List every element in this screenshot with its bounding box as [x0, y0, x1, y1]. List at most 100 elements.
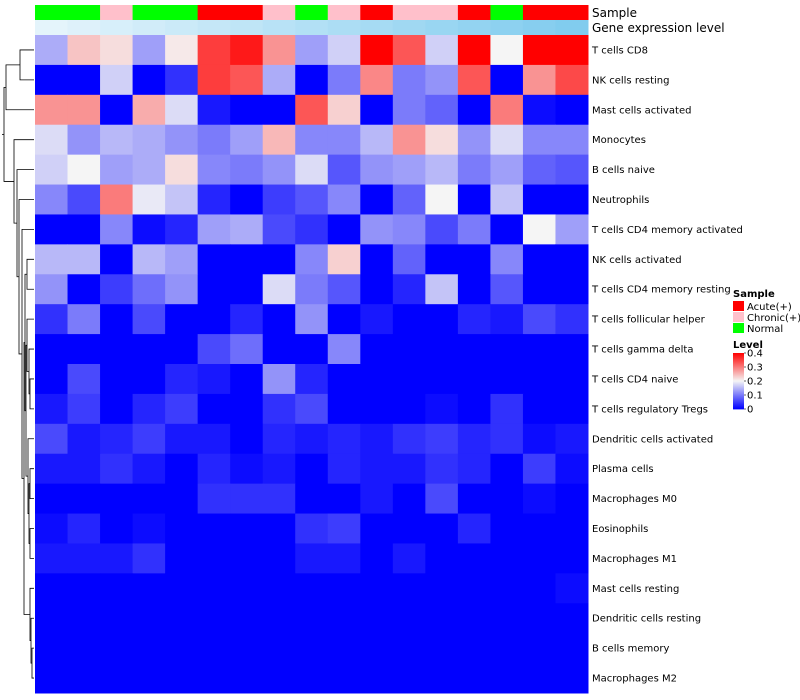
heatmap-cell — [327, 423, 361, 455]
level-colorbar-segment — [733, 362, 744, 364]
heatmap-cell — [165, 543, 199, 574]
heatmap-cell — [522, 573, 556, 604]
heatmap-cell — [262, 334, 296, 365]
heatmap-cell — [230, 214, 264, 245]
heatmap-cell — [360, 124, 394, 156]
heatmap-cell — [490, 244, 524, 275]
level-tick-label: 0 — [747, 405, 753, 416]
heatmap-cell — [132, 184, 166, 215]
sample-anno-cell — [197, 5, 231, 20]
gene-expression-anno-cell — [165, 20, 199, 35]
heatmap-cell — [392, 244, 426, 275]
heatmap-cell — [132, 633, 166, 664]
heatmap-cell — [392, 214, 426, 245]
sample-legend-swatch — [733, 301, 744, 311]
heatmap-cell — [522, 334, 556, 365]
heatmap-cell — [132, 453, 166, 485]
row-label: T cells regulatory Tregs — [591, 404, 708, 415]
heatmap-cell — [262, 543, 296, 574]
sample-anno-cell — [327, 5, 361, 20]
level-colorbar-segment — [733, 396, 744, 398]
heatmap-cell — [360, 274, 394, 305]
heatmap-cell — [295, 453, 329, 485]
level-colorbar-segment — [733, 361, 744, 363]
row-label: Eosinophils — [592, 524, 648, 535]
heatmap-cell — [392, 274, 426, 305]
level-tick-label: 0.1 — [747, 391, 763, 402]
heatmap-cell — [360, 35, 394, 66]
heatmap-cell — [262, 184, 296, 215]
heatmap-cell — [555, 603, 589, 634]
heatmap-cell — [197, 453, 231, 485]
heatmap-cell — [35, 423, 69, 455]
heatmap-cell — [295, 154, 329, 186]
sample-anno-cell — [67, 5, 101, 20]
level-colorbar-segment — [733, 390, 744, 392]
heatmap-cell — [262, 214, 296, 245]
level-colorbar-segment — [733, 359, 744, 361]
level-colorbar-segment — [733, 356, 744, 358]
level-tick-label: 0.4 — [747, 349, 763, 360]
level-colorbar-segment — [733, 398, 744, 400]
heatmap-cell — [197, 603, 231, 634]
heatmap-cell — [165, 64, 199, 96]
level-colorbar-segment — [733, 353, 744, 355]
heatmap-cell — [295, 483, 329, 515]
heatmap-cell — [230, 663, 264, 694]
heatmap-cell — [327, 214, 361, 245]
gene-expression-anno-cell — [230, 20, 264, 35]
heatmap-cell — [425, 214, 459, 245]
level-colorbar-segment — [733, 355, 744, 357]
heatmap-cell — [197, 184, 231, 215]
level-colorbar-segment — [733, 373, 744, 375]
heatmap-cell — [555, 184, 589, 215]
heatmap-cell — [35, 244, 69, 275]
heatmap-cell — [132, 543, 166, 574]
heatmap-cell — [35, 184, 69, 215]
heatmap-cell — [132, 663, 166, 694]
level-colorbar-segment — [733, 381, 744, 383]
heatmap-cell — [230, 334, 264, 365]
heatmap-cell — [457, 244, 491, 275]
heatmap-cell — [490, 304, 524, 335]
heatmap-cell — [197, 633, 231, 664]
sample-anno-cell — [35, 5, 69, 20]
heatmap-cell — [490, 483, 524, 515]
heatmap-cell — [457, 663, 491, 694]
heatmap-cell — [425, 543, 459, 574]
sample-anno-cell — [555, 5, 589, 20]
heatmap-cell — [425, 364, 459, 395]
row-label: T cells CD4 memory activated — [591, 225, 743, 236]
heatmap-cell — [360, 453, 394, 485]
heatmap-cell — [327, 154, 361, 186]
heatmap-cell — [555, 543, 589, 574]
heatmap-cell — [490, 573, 524, 604]
heatmap-cell — [295, 543, 329, 574]
heatmap-cell — [67, 274, 101, 305]
heatmap-cell — [555, 423, 589, 455]
heatmap-cell — [230, 184, 264, 215]
heatmap-cell — [165, 35, 199, 66]
heatmap-cell — [522, 543, 556, 574]
heatmap-cell — [425, 393, 459, 425]
heatmap-cell — [327, 184, 361, 215]
heatmap-cell — [490, 64, 524, 96]
heatmap-cell — [295, 184, 329, 215]
heatmap-cell — [262, 304, 296, 335]
heatmap-cell — [490, 184, 524, 215]
level-colorbar-segment — [733, 386, 744, 388]
heatmap-cell — [100, 35, 134, 66]
heatmap-cell — [100, 633, 134, 664]
level-tick-label: 0.2 — [747, 377, 763, 388]
heatmap-cell — [555, 483, 589, 515]
heatmap-cell — [67, 154, 101, 186]
heatmap-cell — [230, 94, 264, 126]
heatmap-cell — [35, 94, 69, 126]
heatmap-cell — [522, 304, 556, 335]
heatmap-cell — [327, 64, 361, 96]
heatmap-cell — [522, 94, 556, 126]
heatmap-cell — [132, 393, 166, 425]
level-colorbar-segment — [733, 360, 744, 362]
heatmap-cell — [35, 364, 69, 395]
